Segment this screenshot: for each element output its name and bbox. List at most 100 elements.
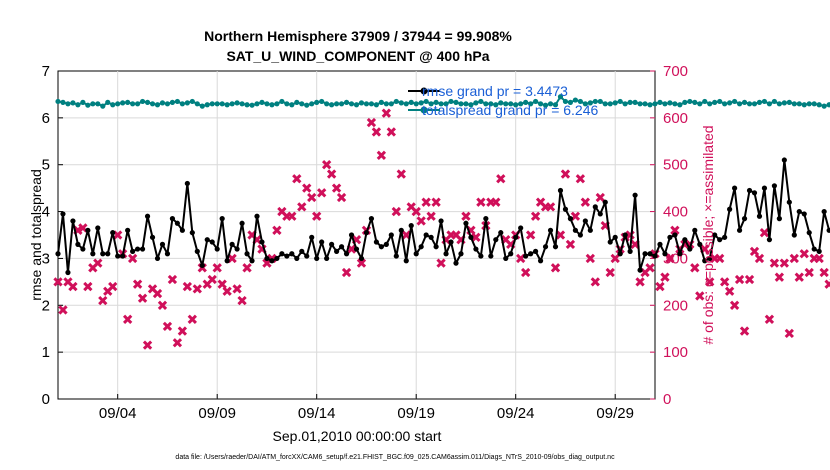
totalspread-point	[796, 101, 802, 107]
rmse-point	[105, 251, 111, 257]
obs-marker	[665, 253, 675, 264]
obs-marker	[122, 314, 133, 325]
obs-marker-stroke	[222, 286, 232, 296]
totalspread-point	[786, 99, 792, 105]
obs-marker-stroke	[471, 232, 481, 243]
obs-marker	[272, 225, 282, 235]
obs-marker-stroke	[724, 286, 735, 296]
rmse-point	[309, 234, 315, 240]
y-axis-label: rmse and totalspread	[28, 169, 44, 301]
totalspread-point	[672, 101, 678, 107]
totalspread-point	[110, 102, 116, 108]
totalspread-point	[657, 99, 663, 105]
obs-marker-stroke	[187, 314, 197, 325]
totalspread-point	[378, 99, 384, 105]
obs-marker	[167, 274, 178, 285]
obs-marker-stroke	[237, 295, 247, 306]
obs-marker	[734, 274, 745, 285]
obs-marker	[222, 286, 232, 296]
totalspread-point	[269, 102, 275, 108]
obs-marker	[739, 326, 750, 336]
rmse-point	[363, 230, 370, 236]
rmse-point	[403, 258, 409, 264]
obs-marker	[764, 314, 775, 325]
totalspread-point	[224, 102, 230, 108]
rmse-point	[343, 251, 350, 257]
totalspread-point	[438, 101, 444, 107]
totalspread-point	[547, 101, 554, 107]
rmse-point	[806, 230, 812, 236]
obs-marker	[207, 274, 217, 285]
obs-marker-stroke	[83, 281, 93, 292]
obs-marker	[690, 263, 700, 273]
x-tick-label: 09/09	[198, 405, 236, 422]
rmse-point	[816, 248, 822, 254]
obs-marker	[331, 183, 342, 193]
rmse-point	[468, 234, 474, 240]
rmse-point	[209, 239, 215, 245]
obs-marker	[396, 169, 406, 179]
rmse-point	[756, 213, 763, 219]
obs-marker	[182, 281, 193, 292]
obs-marker-stroke	[550, 263, 561, 273]
rmse-point	[667, 234, 673, 240]
rmse-point	[368, 216, 375, 222]
rmse-point	[110, 230, 116, 236]
obs-marker	[137, 293, 148, 303]
totalspread-point	[393, 98, 399, 105]
totalspread-point	[80, 99, 86, 105]
obs-marker	[819, 267, 829, 278]
obs-marker-stroke	[784, 328, 794, 339]
totalspread-point	[806, 101, 812, 107]
totalspread-point	[612, 100, 618, 106]
obs-marker	[371, 127, 382, 137]
obs-marker	[744, 274, 755, 285]
totalspread-point	[582, 101, 588, 107]
totalspread-point	[368, 101, 375, 107]
totalspread-point	[125, 99, 131, 105]
totalspread-point	[766, 101, 773, 107]
rmse-point	[692, 227, 698, 233]
obs-marker-stroke	[317, 188, 327, 198]
rmse-point	[353, 246, 360, 252]
totalspread-point	[458, 101, 464, 107]
rmse-point	[214, 246, 220, 252]
totalspread-point	[55, 98, 61, 105]
rmse-point	[100, 251, 106, 257]
totalspread-point	[353, 102, 360, 108]
totalspread-point	[254, 101, 260, 107]
rmse-point	[408, 223, 414, 229]
obs-marker-stroke	[705, 277, 715, 287]
rmse-point	[448, 239, 454, 245]
totalspread-point	[602, 101, 608, 107]
totalspread-point	[513, 102, 519, 108]
obs-marker	[53, 277, 63, 287]
rmse-point	[433, 244, 439, 250]
obs-marker-stroke	[759, 227, 770, 238]
obs-marker-stroke	[560, 169, 571, 179]
obs-marker-stroke	[152, 288, 163, 299]
obs-marker-stroke	[525, 230, 536, 240]
obs-marker-stroke	[63, 277, 73, 287]
totalspread-point	[448, 98, 454, 105]
totalspread-point	[85, 102, 91, 108]
totalspread-point	[189, 98, 195, 105]
obs-marker	[804, 267, 814, 278]
rmse-point	[552, 244, 559, 250]
rmse-point	[493, 237, 499, 243]
rmse-point	[224, 258, 230, 264]
totalspread-point	[204, 102, 210, 108]
series-totalspread	[55, 94, 830, 109]
obs-marker	[719, 277, 730, 287]
obs-marker-stroke	[297, 202, 307, 212]
totalspread-point	[244, 102, 250, 108]
obs-marker-stroke	[421, 197, 431, 207]
rmse-point	[314, 255, 320, 262]
totalspread-point	[324, 101, 330, 107]
rmse-point	[338, 244, 345, 250]
chart-subtitle: SAT_U_WIND_COMPONENT @ 400 hPa	[226, 48, 489, 64]
rmse-point	[135, 246, 141, 252]
y-tick-label: 6	[42, 110, 50, 127]
